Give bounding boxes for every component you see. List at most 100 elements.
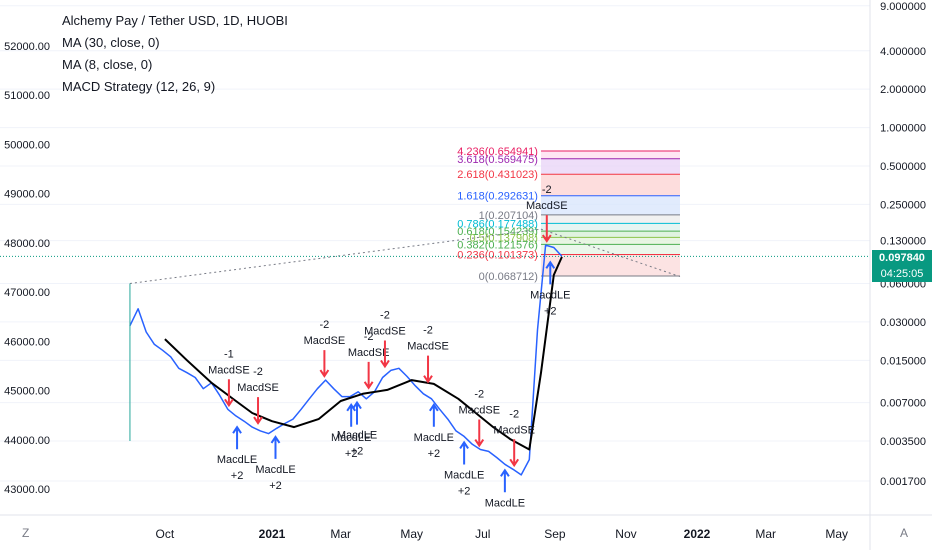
sell-signal-arrow <box>380 340 390 369</box>
chart-legend: Alchemy Pay / Tether USD, 1D, HUOBI MA (… <box>62 10 288 98</box>
buy-signal-label: +2 <box>428 448 441 460</box>
fib-level-label: 1(0.207104) <box>479 210 538 222</box>
time-axis-label: Sep <box>544 527 566 541</box>
sell-signal-label: MacdSE <box>208 364 250 376</box>
price-series-line <box>129 244 563 476</box>
fib-level-label: 0(0.068712) <box>479 271 538 283</box>
time-axis-label: Jul <box>475 527 490 541</box>
fib-level-label: 0.5(0.137908) <box>469 232 538 244</box>
buy-signal-label: +2 <box>544 305 557 317</box>
buy-signal-arrow <box>429 402 439 427</box>
buy-signal-arrow <box>500 468 510 493</box>
sell-signal-arrow <box>224 379 234 408</box>
right-axis-label: 0.500000 <box>880 161 926 173</box>
bar-countdown: 04:25:05 <box>880 268 924 280</box>
buy-signal-label: +2 <box>345 448 358 460</box>
sell-signal-label: -2 <box>380 309 390 321</box>
fib-level-label: 4.236(0.654941) <box>457 146 538 158</box>
sell-signal-label: MacdSE <box>458 405 500 417</box>
buy-signal-arrow <box>270 435 281 459</box>
fib-zone <box>540 223 680 232</box>
sell-signal-label: MacdSE <box>304 335 346 347</box>
sell-signal-arrow <box>474 419 485 448</box>
buy-signal-arrow <box>459 440 469 465</box>
fib-zone <box>540 231 680 238</box>
fib-zone <box>540 244 680 255</box>
buy-signal-label: MacdLE <box>485 497 525 509</box>
sell-signal-label: -2 <box>509 408 519 420</box>
sell-signal-label: MacdSE <box>526 200 568 212</box>
legend-macd-strategy[interactable]: MACD Strategy (12, 26, 9) <box>62 79 216 94</box>
time-axis-label: Oct <box>156 527 175 541</box>
buy-signal-label: +2 <box>231 470 244 482</box>
time-axis-label: 2022 <box>684 527 711 541</box>
buy-signal-label: MacdLE <box>337 430 377 442</box>
fib-trend-line <box>129 228 542 285</box>
buy-signal-label: MacdLE <box>255 464 295 476</box>
left-axis-label: 47000.00 <box>4 287 50 299</box>
right-axis-label: 0.130000 <box>880 236 926 248</box>
buy-signal-arrow <box>545 260 556 285</box>
buy-signal-label: MacdLE <box>217 454 257 466</box>
buy-signal-label: +2 <box>269 480 282 492</box>
sell-signal-label: MacdSE <box>237 382 279 394</box>
fib-level-label: 2.618(0.431023) <box>457 169 538 181</box>
sell-signal-label: MacdSE <box>493 424 535 436</box>
sell-signal-label: MacdSE <box>364 325 406 337</box>
auto-scale-button[interactable]: A <box>900 526 909 540</box>
left-axis-label: 43000.00 <box>4 484 50 496</box>
fib-zone <box>540 195 680 215</box>
fib-level-label: 0.382(0.121576) <box>457 239 538 251</box>
left-axis-label: 51000.00 <box>4 90 50 102</box>
legend-ma8[interactable]: MA (8, close, 0) <box>62 57 153 72</box>
right-axis-label: 0.007000 <box>880 398 926 410</box>
right-axis-label: 2.000000 <box>880 84 926 96</box>
sell-signal-label: -2 <box>320 319 330 331</box>
buy-signal-label: MacdLE <box>331 432 371 444</box>
buy-signal-label: MacdLE <box>444 469 484 481</box>
right-axis-label: 0.003500 <box>880 436 926 448</box>
left-axis-label: 45000.00 <box>4 386 50 398</box>
sell-signal-arrow <box>253 397 263 425</box>
timezone-button[interactable]: Z <box>22 526 30 540</box>
fib-zone <box>540 158 680 175</box>
sell-signal-arrow <box>509 439 520 468</box>
sell-signal-label: MacdSE <box>348 347 390 359</box>
sell-signal-label: -2 <box>423 325 433 337</box>
last-price-badge: 0.097840 04:25:05 <box>872 250 932 282</box>
fib-zone <box>540 214 680 224</box>
chart-title: Alchemy Pay / Tether USD, 1D, HUOBI <box>62 13 288 28</box>
sell-signal-arrow <box>541 215 552 243</box>
buy-signal-label: +2 <box>458 485 471 497</box>
fib-level-label: 0.786(0.177488) <box>457 218 538 230</box>
sell-signal-label: -2 <box>474 389 484 401</box>
fib-level-label: 0.618(0.154239) <box>457 226 538 238</box>
time-axis-label: Nov <box>615 527 636 541</box>
fib-zone <box>540 237 680 245</box>
last-price: 0.097840 <box>879 252 925 264</box>
sell-signal-arrow <box>319 350 330 378</box>
fib-level-label: 1.618(0.292631) <box>457 191 538 203</box>
sell-signal-arrow <box>423 355 433 384</box>
buy-signal-arrow <box>352 400 362 425</box>
right-axis-label: 0.250000 <box>880 199 926 211</box>
right-axis-label: 0.001700 <box>880 476 926 488</box>
time-axis-label: May <box>825 527 848 541</box>
sell-signal-label: -2 <box>542 184 552 196</box>
time-axis-label: 2021 <box>259 527 286 541</box>
buy-signal-arrow <box>232 425 242 450</box>
legend-ma30[interactable]: MA (30, close, 0) <box>62 35 160 50</box>
left-axis-label: 48000.00 <box>4 238 50 250</box>
buy-signal-label: MacdLE <box>530 289 570 301</box>
right-axis-label: 4.000000 <box>880 46 926 58</box>
sell-signal-arrow <box>363 361 374 390</box>
buy-signal-label: MacdLE <box>414 432 454 444</box>
left-axis-label: 49000.00 <box>4 189 50 201</box>
fib-level-label: 3.618(0.569475) <box>457 154 538 166</box>
right-axis-label: 0.015000 <box>880 355 926 367</box>
fib-zone <box>540 254 680 276</box>
time-axis-label: Mar <box>330 527 351 541</box>
left-axis-label: 46000.00 <box>4 336 50 348</box>
left-axis-label: 44000.00 <box>4 435 50 447</box>
